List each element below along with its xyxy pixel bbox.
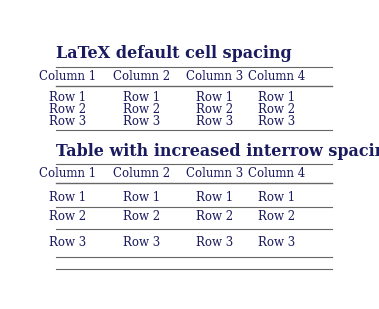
Text: Row 2: Row 2 — [196, 103, 233, 116]
Text: Table with increased interrow spacing: Table with increased interrow spacing — [56, 143, 379, 160]
Text: Row 2: Row 2 — [123, 210, 160, 223]
Text: Row 1: Row 1 — [258, 191, 295, 204]
Text: Column 4: Column 4 — [248, 167, 305, 180]
Text: Row 1: Row 1 — [49, 191, 86, 204]
Text: Row 2: Row 2 — [258, 103, 295, 116]
Text: Row 3: Row 3 — [49, 236, 86, 249]
Text: Row 2: Row 2 — [49, 210, 86, 223]
Text: Row 1: Row 1 — [196, 191, 233, 204]
Text: Row 1: Row 1 — [123, 191, 160, 204]
Text: Row 3: Row 3 — [123, 236, 160, 249]
Text: Row 1: Row 1 — [258, 91, 295, 104]
Text: Column 2: Column 2 — [113, 167, 170, 180]
Text: Column 1: Column 1 — [39, 70, 97, 83]
Text: Row 1: Row 1 — [49, 91, 86, 104]
Text: Row 3: Row 3 — [49, 115, 86, 128]
Text: Row 3: Row 3 — [196, 115, 233, 128]
Text: Column 1: Column 1 — [39, 167, 97, 180]
Text: Row 2: Row 2 — [123, 103, 160, 116]
Text: Column 3: Column 3 — [186, 167, 243, 180]
Text: Row 1: Row 1 — [123, 91, 160, 104]
Text: Row 3: Row 3 — [123, 115, 160, 128]
Text: Column 2: Column 2 — [113, 70, 170, 83]
Text: Row 3: Row 3 — [258, 115, 295, 128]
Text: LaTeX default cell spacing: LaTeX default cell spacing — [56, 45, 292, 62]
Text: Column 3: Column 3 — [186, 70, 243, 83]
Text: Row 1: Row 1 — [196, 91, 233, 104]
Text: Column 4: Column 4 — [248, 70, 305, 83]
Text: Row 3: Row 3 — [258, 236, 295, 249]
Text: Row 2: Row 2 — [49, 103, 86, 116]
Text: Row 2: Row 2 — [258, 210, 295, 223]
Text: Row 3: Row 3 — [196, 236, 233, 249]
Text: Row 2: Row 2 — [196, 210, 233, 223]
